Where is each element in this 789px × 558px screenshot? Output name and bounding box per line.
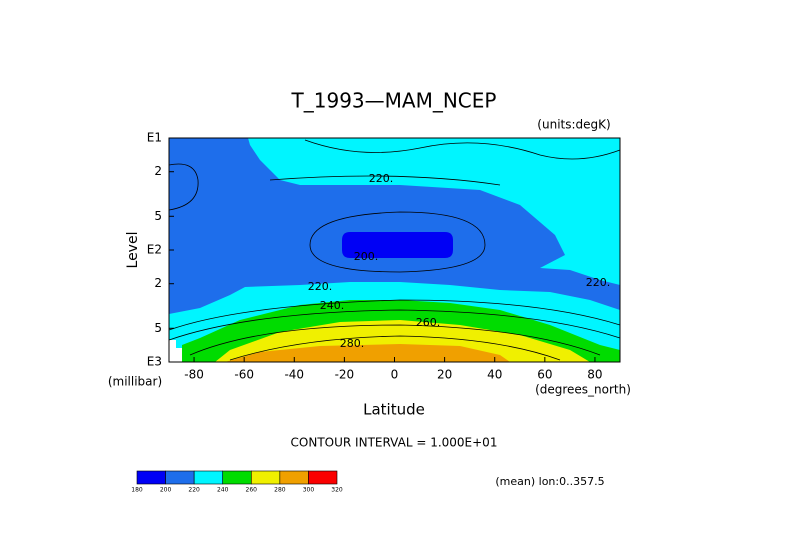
colorbar-label: 260 — [246, 487, 258, 494]
x-tick-label: -40 — [284, 368, 304, 382]
colorbar-box — [250, 470, 281, 485]
contour-line — [269, 175, 501, 186]
colorbar-label: 240 — [217, 487, 229, 494]
units-label: (units:degK) — [537, 118, 610, 132]
x-tick-label: 0 — [391, 368, 399, 382]
colorbar-label: 320 — [331, 487, 343, 494]
colorbar-box — [193, 470, 224, 485]
x-tick-label: -60 — [234, 368, 254, 382]
y-tick-label: 5 — [154, 209, 162, 223]
x-tick-label: 40 — [487, 368, 502, 382]
x-units: (degrees_north) — [535, 383, 631, 397]
y-units: (millibar) — [108, 375, 162, 389]
colorbar-label: 180 — [131, 487, 143, 494]
contour-line — [168, 163, 199, 211]
x-tick-label: 60 — [537, 368, 552, 382]
colorbar-box — [222, 470, 252, 485]
y-tick-label: E3 — [147, 355, 162, 369]
note: (mean) lon:0..357.5 — [495, 475, 604, 488]
contour-line — [304, 139, 621, 160]
colorbar-label: 200 — [160, 487, 172, 494]
contour-label: 200. — [354, 250, 379, 263]
contour-line — [168, 309, 621, 341]
contour-line — [189, 324, 601, 356]
colorbar-label: 280 — [274, 487, 286, 494]
colorbar-label: 220 — [188, 487, 200, 494]
y-tick-label: E2 — [147, 243, 162, 257]
chart-title: T_1993—MAM_NCEP — [291, 89, 497, 113]
contour-label: 220. — [369, 172, 394, 185]
y-axis-label: Level — [125, 232, 141, 269]
contour-label: 260. — [416, 316, 441, 329]
colorbar-box — [308, 470, 338, 485]
contour-interval: CONTOUR INTERVAL = 1.000E+01 — [291, 436, 498, 450]
contour-label: 220. — [308, 280, 333, 293]
x-tick-label: -20 — [335, 368, 355, 382]
y-tick-label: 5 — [154, 321, 162, 335]
colorbar-box — [136, 470, 166, 485]
x-axis-label: Latitude — [363, 401, 425, 419]
contour-band — [342, 232, 453, 258]
contour-band — [225, 344, 510, 362]
contour-line — [309, 211, 486, 273]
contour-label: 220. — [586, 276, 611, 289]
y-tick-label: 2 — [154, 276, 162, 290]
colorbar-box — [165, 470, 195, 485]
x-tick-label: 80 — [587, 368, 602, 382]
colorbar-label: 300 — [303, 487, 315, 494]
x-tick-label: 20 — [437, 368, 452, 382]
contour-label: 240. — [320, 299, 345, 312]
missing-area — [169, 340, 182, 362]
contour-label: 280. — [340, 337, 365, 350]
contour-line — [229, 335, 561, 361]
x-tick-label: -80 — [184, 368, 204, 382]
contour-line — [168, 299, 621, 331]
colorbar-box — [279, 470, 309, 485]
y-tick-label: E1 — [147, 131, 162, 145]
y-tick-label: 2 — [154, 164, 162, 178]
contour-band — [248, 138, 620, 285]
